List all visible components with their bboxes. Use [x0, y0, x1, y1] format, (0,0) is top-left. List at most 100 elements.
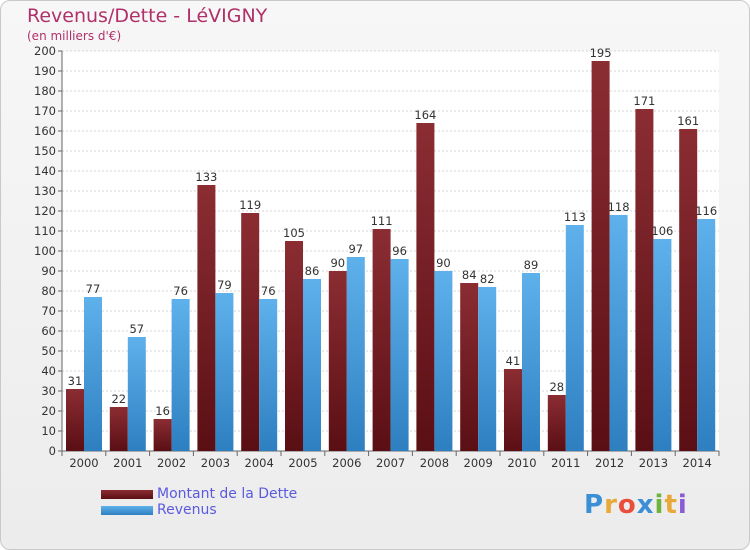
x-tick-label: 2006	[332, 456, 361, 470]
bar-debt	[285, 241, 303, 451]
x-tick-label: 2004	[245, 456, 274, 470]
x-tick-label: 2007	[376, 456, 405, 470]
data-label: 79	[217, 278, 232, 292]
legend-swatch-debt	[101, 490, 153, 499]
data-labels: 3177225716761337911976105869097111961649…	[68, 46, 717, 418]
data-label: 113	[564, 210, 586, 224]
data-label: 119	[239, 198, 261, 212]
bar-debt	[197, 185, 216, 451]
x-tick-label: 2002	[157, 456, 186, 470]
chart-subtitle: (en milliers d'€)	[27, 29, 122, 43]
bar-debt	[591, 61, 610, 451]
y-tick-label: 20	[41, 404, 56, 418]
y-tick-label: 60	[41, 324, 56, 338]
y-tick-label: 30	[41, 384, 56, 398]
y-tick-label: 0	[49, 444, 56, 458]
bar-debt	[109, 407, 128, 451]
x-tick-label: 2011	[551, 456, 580, 470]
bar-revenue	[565, 225, 584, 451]
x-tick-label: 2008	[420, 456, 449, 470]
proxiti-logo: Proxiti	[584, 490, 688, 520]
data-label: 133	[195, 170, 217, 184]
data-label: 76	[173, 284, 188, 298]
x-tick-label: 2010	[507, 456, 536, 470]
x-tick-label: 2003	[201, 456, 230, 470]
y-tick-label: 70	[41, 304, 56, 318]
y-tick-label: 140	[34, 164, 56, 178]
bar-revenue	[478, 287, 497, 451]
data-label: 195	[590, 46, 612, 60]
data-label: 171	[633, 94, 655, 108]
bar-debt	[460, 283, 479, 451]
y-tick-label: 150	[34, 144, 56, 158]
bar-revenue	[84, 297, 102, 451]
y-tick-label: 40	[41, 364, 56, 378]
y-tick-label: 170	[34, 104, 56, 118]
bar-debt	[547, 395, 566, 451]
bar-revenue	[697, 219, 716, 451]
y-tick-label: 80	[41, 284, 56, 298]
data-label: 90	[436, 256, 451, 270]
data-label: 111	[371, 214, 393, 228]
data-label: 76	[261, 284, 276, 298]
data-label: 90	[330, 256, 345, 270]
data-label: 116	[695, 204, 717, 218]
y-tick-label: 200	[34, 44, 56, 58]
y-tick-label: 130	[34, 184, 56, 198]
bar-debt	[153, 419, 172, 451]
bar-debt	[416, 123, 435, 451]
data-label: 97	[348, 242, 363, 256]
bar-revenue	[522, 273, 540, 451]
data-label: 106	[651, 224, 673, 238]
y-tick-label: 110	[34, 224, 56, 238]
data-label: 31	[68, 374, 83, 388]
x-tick-label: 2001	[113, 456, 142, 470]
data-label: 41	[506, 354, 521, 368]
bar-revenue	[653, 239, 672, 451]
bar-revenue	[215, 293, 234, 451]
data-label: 57	[129, 322, 144, 336]
data-label: 86	[305, 264, 320, 278]
legend-swatch-revenue	[101, 506, 153, 515]
bar-revenue	[259, 299, 278, 451]
bar-revenue	[434, 271, 453, 451]
data-label: 28	[549, 380, 564, 394]
bar-revenue	[609, 215, 628, 451]
bar-revenue	[127, 337, 146, 451]
y-tick-label: 180	[34, 84, 56, 98]
bars	[66, 61, 716, 451]
bar-revenue	[303, 279, 321, 451]
bar-debt	[328, 271, 347, 451]
y-axis: 0 10 20 30 40 50 60 70 80 90 100 110 120 130 140 150 160…	[34, 44, 63, 458]
bar-debt	[66, 389, 84, 451]
bar-revenue	[346, 257, 365, 451]
legend-label-revenue: Revenus	[157, 502, 217, 518]
y-tick-label: 50	[41, 344, 56, 358]
y-tick-label: 90	[41, 264, 56, 278]
y-tick-label: 160	[34, 124, 56, 138]
data-label: 84	[462, 268, 477, 282]
x-tick-label: 2000	[69, 456, 98, 470]
x-tick-label: 2005	[288, 456, 317, 470]
data-label: 105	[283, 226, 305, 240]
bar-debt	[241, 213, 260, 451]
bar-debt	[679, 129, 698, 451]
data-label: 161	[677, 114, 699, 128]
x-tick-label: 2014	[683, 456, 712, 470]
x-axis: 2000 2001 2002 2003 2004 2005 2006 2007 2008 2009…	[61, 451, 720, 470]
data-label: 164	[414, 108, 436, 122]
y-tick-label: 190	[34, 64, 56, 78]
data-label: 96	[392, 244, 407, 258]
data-label: 118	[608, 200, 630, 214]
x-tick-label: 2013	[639, 456, 668, 470]
data-label: 82	[480, 272, 495, 286]
bar-debt	[635, 109, 654, 451]
bar-debt	[372, 229, 391, 451]
bar-revenue	[390, 259, 409, 451]
y-tick-label: 120	[34, 204, 56, 218]
chart-title: Revenus/Dette - LéVIGNY	[27, 5, 268, 27]
x-tick-label: 2009	[464, 456, 493, 470]
data-label: 89	[524, 258, 539, 272]
